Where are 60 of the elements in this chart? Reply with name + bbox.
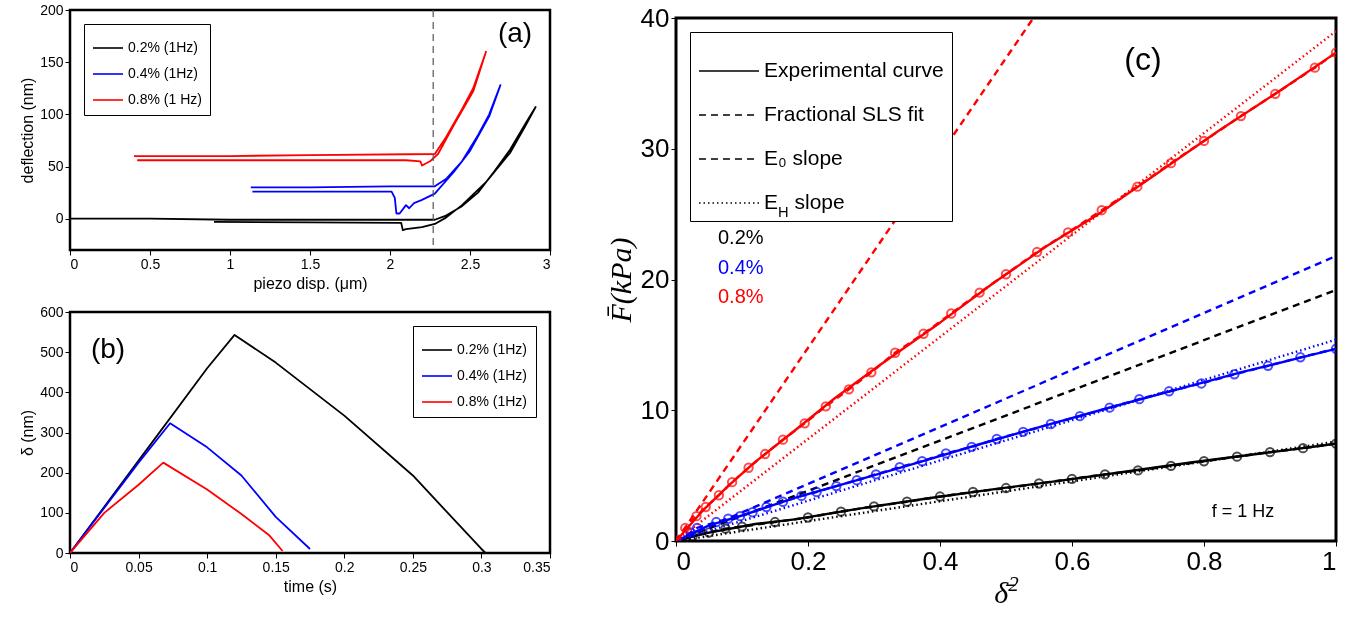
legend-label: 0.2% (1Hz)	[457, 341, 528, 357]
y-tick-label: 20	[640, 264, 670, 294]
x-tick-label: 0.3	[472, 558, 492, 575]
y-axis-title: F̄(kPa)	[603, 237, 638, 324]
y-tick-label: 600	[40, 303, 64, 320]
y-tick-label: 50	[47, 158, 64, 175]
x-tick-label: 0.35	[523, 558, 551, 575]
x-tick-label: 0	[70, 558, 79, 575]
y-tick-label: 40	[640, 2, 670, 33]
x-tick-label: 0.6	[1054, 545, 1091, 576]
x-tick-label: 1.5	[300, 255, 321, 272]
x-tick-label: 0.1	[197, 558, 218, 575]
y-tick-label: 100	[40, 504, 64, 521]
x-tick-label: 3	[542, 255, 551, 272]
legend-label: Experimental curve	[764, 58, 944, 81]
legend-label: 0.4% (1Hz)	[128, 65, 199, 81]
legend-label: 0.2% (1Hz)	[128, 39, 199, 55]
x-tick-label: 0.05	[125, 558, 153, 575]
y-tick-label: 30	[640, 133, 670, 164]
x-tick-label: 1	[1322, 545, 1337, 576]
x-axis-title: piezo disp. (μm)	[253, 274, 368, 292]
x-tick-label: 0.4	[922, 545, 959, 576]
x-axis-title: δ̄$^{2}$	[994, 571, 1020, 609]
legend-label: 0.8% (1 Hz)	[128, 91, 202, 107]
x-tick-label: 1	[226, 255, 235, 272]
y-tick-label: 200	[40, 1, 64, 18]
x-tick-label: 0.25	[399, 558, 428, 575]
legend-label: E$_{H}$ slope	[764, 190, 845, 220]
legend-label: 0.8% (1Hz)	[457, 393, 528, 409]
y-tick-label: 400	[40, 383, 64, 400]
x-tick-label: 0.15	[262, 558, 291, 575]
y-axis-title: δ (nm)	[19, 409, 37, 457]
y-tick-label: 300	[40, 424, 64, 440]
annotation: (b)	[90, 333, 126, 364]
annotation: 0.8%	[718, 285, 764, 307]
legend-label: Fractional SLS fit	[764, 102, 925, 125]
y-tick-label: 500	[40, 343, 64, 360]
x-tick-label: 0	[70, 255, 79, 272]
y-axis-title: deflection (nm)	[19, 77, 37, 184]
annotation: 0.2%	[718, 226, 764, 248]
x-tick-label: 0.5	[140, 255, 161, 272]
y-tick-label: 100	[40, 105, 64, 122]
annotation: (c)	[1124, 41, 1162, 77]
x-tick-label: 0.2	[335, 558, 355, 575]
legend-label: 0.4% (1Hz)	[457, 367, 528, 383]
y-tick-label: 0	[55, 210, 64, 227]
annotation: f = 1 Hz	[1211, 501, 1275, 521]
x-tick-label: 0.2	[790, 545, 827, 576]
y-tick-label: 10	[640, 394, 670, 425]
y-tick-label: 150	[40, 53, 64, 70]
x-axis-title: time (s)	[283, 577, 338, 595]
x-tick-label: 2	[386, 255, 395, 272]
y-tick-label: 200	[40, 464, 64, 481]
annotation: 0.4%	[718, 256, 764, 278]
x-tick-label: 0	[676, 545, 691, 576]
x-tick-label: 2.5	[460, 255, 481, 272]
annotation: (a)	[497, 17, 533, 48]
x-tick-label: 0.8	[1186, 545, 1223, 576]
y-tick-label: 0	[655, 525, 670, 556]
legend-label: E₀ slope	[764, 146, 843, 169]
